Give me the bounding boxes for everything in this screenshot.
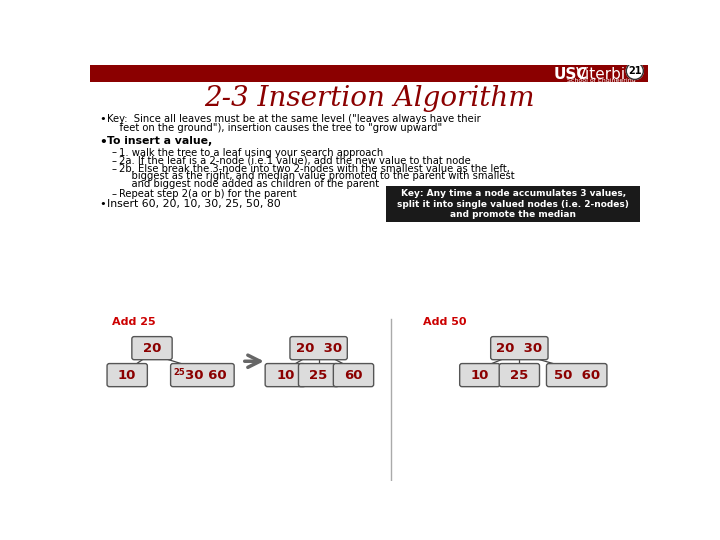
Text: Viterbi: Viterbi xyxy=(576,68,626,82)
Text: 25: 25 xyxy=(310,369,328,382)
FancyBboxPatch shape xyxy=(490,336,548,360)
Text: Add 25: Add 25 xyxy=(112,316,156,327)
FancyBboxPatch shape xyxy=(499,363,539,387)
Text: 50  60: 50 60 xyxy=(554,369,600,382)
FancyBboxPatch shape xyxy=(265,363,305,387)
Text: 20  30: 20 30 xyxy=(296,342,342,355)
Text: –: – xyxy=(112,147,117,158)
Text: 10: 10 xyxy=(471,369,489,382)
FancyBboxPatch shape xyxy=(333,363,374,387)
Text: To insert a value,: To insert a value, xyxy=(107,136,212,146)
Text: •: • xyxy=(99,136,107,149)
Text: USC: USC xyxy=(554,68,588,82)
Circle shape xyxy=(626,63,644,79)
FancyBboxPatch shape xyxy=(107,363,148,387)
Text: 21: 21 xyxy=(628,66,642,76)
Text: 20: 20 xyxy=(143,342,161,355)
Text: Repeat step 2(a or b) for the parent: Repeat step 2(a or b) for the parent xyxy=(120,189,297,199)
Text: 2b. Else break the 3-node into two 2-nodes with the smallest value as the left,: 2b. Else break the 3-node into two 2-nod… xyxy=(120,164,510,174)
Text: –: – xyxy=(112,164,117,174)
Text: Insert 60, 20, 10, 30, 25, 50, 80: Insert 60, 20, 10, 30, 25, 50, 80 xyxy=(107,199,281,210)
Text: Key: Any time a node accumulates 3 values,
split it into single valued nodes (i.: Key: Any time a node accumulates 3 value… xyxy=(397,190,629,219)
FancyBboxPatch shape xyxy=(90,65,648,82)
Text: •: • xyxy=(99,199,106,210)
FancyBboxPatch shape xyxy=(290,336,347,360)
Text: 30 60: 30 60 xyxy=(184,369,226,382)
Text: 10: 10 xyxy=(276,369,294,382)
Text: 10: 10 xyxy=(118,369,136,382)
Text: 60: 60 xyxy=(344,369,363,382)
FancyBboxPatch shape xyxy=(132,336,172,360)
FancyBboxPatch shape xyxy=(459,363,500,387)
FancyBboxPatch shape xyxy=(386,186,640,222)
Text: 2-3 Insertion Algorithm: 2-3 Insertion Algorithm xyxy=(204,85,534,112)
FancyBboxPatch shape xyxy=(546,363,607,387)
Text: and biggest node added as children of the parent: and biggest node added as children of th… xyxy=(120,179,379,188)
Text: –: – xyxy=(112,189,117,199)
FancyArrowPatch shape xyxy=(245,355,260,367)
Text: feet on the ground"), insertion causes the tree to "grow upward": feet on the ground"), insertion causes t… xyxy=(107,123,442,133)
Text: Key:  Since all leaves must be at the same level ("leaves always have their: Key: Since all leaves must be at the sam… xyxy=(107,114,481,124)
FancyBboxPatch shape xyxy=(171,363,234,387)
Text: 25: 25 xyxy=(174,368,185,377)
Text: 1. walk the tree to a leaf using your search approach: 1. walk the tree to a leaf using your se… xyxy=(120,147,384,158)
Text: 25: 25 xyxy=(510,369,528,382)
FancyBboxPatch shape xyxy=(299,363,339,387)
Text: Add 50: Add 50 xyxy=(423,316,467,327)
Text: –: – xyxy=(112,156,117,166)
Text: 2a. If the leaf is a 2-node (i.e.1 value), add the new value to that node: 2a. If the leaf is a 2-node (i.e.1 value… xyxy=(120,156,471,166)
Text: biggest as the right, and median value promoted to the parent with smallest: biggest as the right, and median value p… xyxy=(120,171,515,181)
Text: 20  30: 20 30 xyxy=(496,342,542,355)
Text: •: • xyxy=(99,114,106,124)
Text: School of Engineering: School of Engineering xyxy=(567,78,635,84)
